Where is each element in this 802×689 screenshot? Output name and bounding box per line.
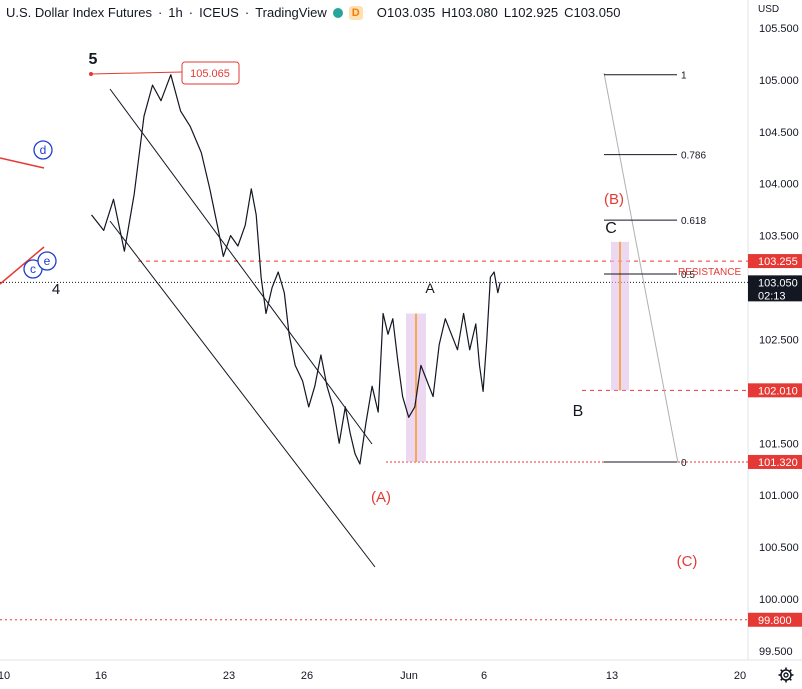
y-tick-label: 104.000 xyxy=(759,179,799,191)
price-label-box xyxy=(748,275,802,302)
circle-c-label: c xyxy=(30,262,36,276)
symbol-name[interactable]: U.S. Dollar Index Futures xyxy=(6,5,152,20)
price-series-line xyxy=(91,74,501,465)
wave-b-label: B xyxy=(573,403,584,420)
y-tick-label: 101.000 xyxy=(759,490,799,502)
y-tick-label: 101.500 xyxy=(759,438,799,450)
channel-lower-line xyxy=(109,220,376,568)
ohlc-open: O103.035 xyxy=(376,5,436,20)
x-tick-label: 20 xyxy=(734,670,746,682)
gear-icon[interactable] xyxy=(778,667,794,683)
x-tick-label: Jun xyxy=(400,670,418,682)
y-tick-label: 104.500 xyxy=(759,127,799,139)
wave-5-label: 5 xyxy=(89,51,98,68)
x-tick-label: 16 xyxy=(95,670,107,682)
price-label: 99.800 xyxy=(758,615,792,627)
price-label: 101.320 xyxy=(758,457,798,469)
red-trendline-upper xyxy=(0,157,45,169)
price-label-box xyxy=(748,383,802,398)
high-marker-line xyxy=(90,71,183,75)
fib-level-label: 0.786 xyxy=(681,151,706,162)
y-tick-label: 100.000 xyxy=(759,594,799,606)
price-label-box xyxy=(748,254,802,269)
price-label: 102.010 xyxy=(758,385,798,397)
wave-c-red-label: (C) xyxy=(677,553,698,570)
interval[interactable]: 1h xyxy=(168,5,183,20)
price-label: 103.050 xyxy=(758,277,798,289)
currency-label: USD xyxy=(758,4,779,15)
y-tick-label: 105.500 xyxy=(759,23,799,35)
wave-b-red-label: (B) xyxy=(604,191,624,208)
circle-e-label: e xyxy=(44,254,51,268)
high-marker-box xyxy=(181,61,240,85)
exchange: ICEUS xyxy=(199,5,239,20)
x-tick-label: 23 xyxy=(223,670,235,682)
fib-level-label: 0.618 xyxy=(681,216,706,227)
wave-a-label: A xyxy=(425,280,435,296)
wave-a-red-label: (A) xyxy=(371,489,391,506)
x-tick-label: 26 xyxy=(301,670,313,682)
high-marker-label: 105.065 xyxy=(190,68,230,80)
wave-4-label: 4 xyxy=(52,281,60,298)
chart-header: U.S. Dollar Index Futures · 1h · ICEUS ·… xyxy=(6,5,621,20)
fib-level-label: 1 xyxy=(681,71,687,82)
circle-d-label: d xyxy=(40,143,47,157)
price-label-box xyxy=(748,454,802,469)
price-label: 103.255 xyxy=(758,256,798,268)
ohlc-close: C103.050 xyxy=(564,5,621,20)
y-tick-label: 99.500 xyxy=(759,646,793,658)
fib-level-label: 0.5 xyxy=(681,270,695,281)
countdown-label: 02:13 xyxy=(758,290,786,302)
data-source: TradingView xyxy=(255,5,327,20)
circle-e-label-ring xyxy=(37,251,57,271)
y-tick-label: 103.500 xyxy=(759,231,799,243)
x-tick-label: 13 xyxy=(606,670,618,682)
high-marker-dot xyxy=(89,72,93,76)
red-trendline-lower xyxy=(0,246,45,285)
circle-d-label-ring xyxy=(33,140,53,160)
channel-upper-line xyxy=(109,88,373,445)
y-tick-label: 100.500 xyxy=(759,542,799,554)
market-status-icon xyxy=(332,7,343,18)
fib-level-label: 0 xyxy=(681,458,687,469)
ohlc-high: H103.080 xyxy=(441,5,498,20)
resistance-label: RESISTANCE xyxy=(678,267,741,278)
ohlc-low: L102.925 xyxy=(503,5,559,20)
fib-trend-line xyxy=(603,72,679,464)
x-tick-label: 10 xyxy=(0,670,10,682)
y-tick-label: 105.000 xyxy=(759,75,799,87)
x-tick-label: 6 xyxy=(481,670,487,682)
delayed-badge: D xyxy=(348,5,363,20)
y-tick-label: 102.500 xyxy=(759,334,799,346)
price-label-box xyxy=(748,612,802,627)
wave-c-label: C xyxy=(605,220,617,237)
